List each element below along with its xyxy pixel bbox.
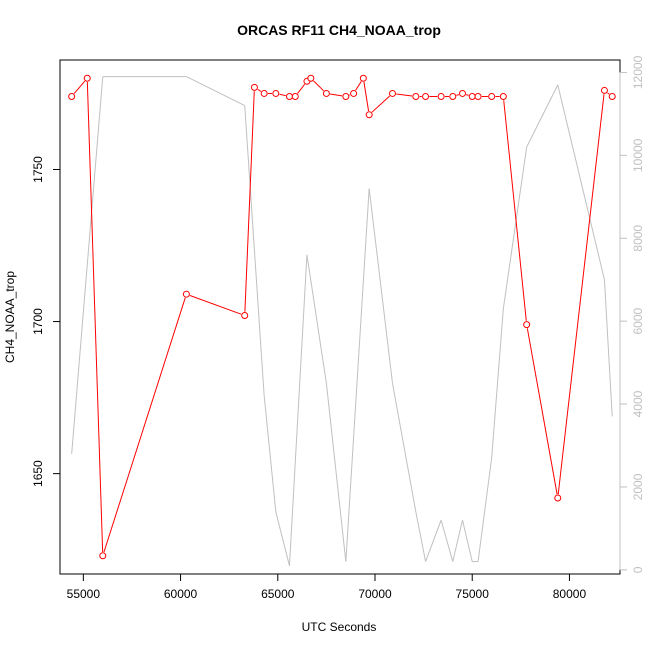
ch4-series-line-segment	[189, 295, 242, 315]
ch4-series-line-segment	[73, 80, 86, 94]
x-axis-label: UTC Seconds	[302, 620, 377, 634]
y2-tick-label: 10000	[631, 138, 645, 172]
ch4-data-point	[250, 83, 258, 91]
ch4-data-point	[322, 89, 330, 97]
ch4-data-point	[474, 92, 482, 100]
ch4-data-point	[83, 74, 91, 82]
y-tick-label: 1750	[31, 156, 45, 183]
ch4-series-line-segment	[313, 80, 325, 92]
axes: 55000 60000 65000 70000 75000 800001650170017…	[31, 55, 645, 601]
x-tick-label: 80000	[553, 587, 587, 601]
y2-tick-label: 4000	[631, 390, 645, 417]
altitude-series-line-segment	[603, 279, 613, 417]
altitude-series-line-segment	[477, 457, 493, 562]
x-tick-label: 60000	[164, 587, 198, 601]
ch4-series-line-segment	[371, 95, 391, 113]
ch4-data-point	[459, 89, 466, 97]
altitude-series-line-segment	[425, 519, 442, 562]
ch4-data-point	[449, 92, 457, 100]
ch4-data-point	[412, 92, 420, 100]
ch4-data-point	[182, 290, 190, 298]
altitude-series-line-segment	[440, 519, 454, 562]
altitude-series-line-segment	[368, 188, 393, 384]
ch4-series-line-segment	[257, 88, 262, 92]
chart-title: ORCAS RF11 CH4_NOAA_trop	[237, 22, 441, 38]
ch4-series-line-segment	[279, 93, 286, 97]
ch4-series-line-segment	[103, 297, 186, 553]
plot-area	[68, 74, 616, 566]
ch4-data-point	[422, 92, 430, 100]
ch4-series-line-segment	[396, 93, 413, 97]
altitude-series-line-segment	[526, 84, 559, 148]
ch4-series-line-segment	[456, 94, 460, 96]
ch4-data-point	[499, 92, 507, 100]
plot-frame	[59, 59, 621, 575]
altitude-series-line-segment	[306, 254, 327, 384]
x-tick-label: 75000	[456, 587, 490, 601]
ch4-data-point	[291, 92, 299, 100]
altitude-series-line-segment	[557, 84, 605, 280]
ch4-data-point	[260, 89, 268, 97]
altitude-series-line-segment	[502, 146, 528, 309]
altitude-series-line-segment	[325, 383, 347, 562]
ch4-data-point	[365, 111, 373, 119]
y2-tick-label: 12000	[631, 55, 645, 89]
ch4-data-point	[523, 321, 531, 329]
y2-tick-label: 6000	[631, 307, 645, 334]
altitude-series-line-segment	[263, 395, 277, 512]
ch4-data-point	[554, 494, 562, 502]
ch4-data-point	[68, 92, 76, 100]
ch4-series-line-segment	[297, 84, 306, 94]
ch4-data-point	[99, 552, 107, 560]
ch4-series-line-segment	[607, 92, 610, 95]
ch4-data-point	[272, 89, 280, 97]
ch4-series-line-segment	[503, 100, 527, 321]
y2-tick-label: 8000	[631, 225, 645, 252]
ch4-data-point	[350, 89, 358, 97]
altitude-series-line-segment	[491, 308, 504, 458]
ch4-data-point	[389, 89, 396, 97]
x-tick-label: 65000	[261, 587, 295, 601]
altitude-series-line-segment	[415, 511, 427, 562]
altitude-series-line-segment	[186, 76, 245, 107]
ch4-data-point	[342, 92, 350, 100]
ch4-series-line-segment	[244, 91, 255, 312]
x-tick-label: 55000	[67, 587, 101, 601]
altitude-series-line-segment	[345, 188, 370, 562]
ch4-series-line-segment	[363, 81, 370, 112]
y-axis-label: CH4_NOAA_trop	[3, 271, 17, 363]
ch4-data-point	[600, 86, 608, 94]
ch4-series-line-segment	[86, 82, 104, 552]
altitude-series-line-segment	[244, 105, 265, 396]
ch4-series-line-segment	[526, 328, 558, 495]
ch4-data-point	[241, 311, 249, 319]
ch4-data-point	[608, 92, 616, 100]
ch4-series-line-segment	[557, 94, 605, 495]
ch4-data-point	[307, 74, 315, 82]
ch4-series-line-segment	[465, 94, 469, 96]
y2-tick-label: 2000	[631, 473, 645, 500]
ch4-series-line-segment	[355, 81, 362, 91]
x-tick-label: 70000	[358, 587, 392, 601]
ch4-data-point	[468, 92, 476, 100]
ch4-data-point	[359, 74, 367, 82]
altitude-series-line-segment	[392, 383, 417, 512]
ch4-series-line-segment	[330, 93, 343, 97]
altitude-series-line-segment	[275, 511, 290, 566]
ch4-data-point	[285, 92, 293, 100]
altitude-series-line-segment	[288, 254, 308, 566]
ch4-data-point	[437, 92, 445, 100]
y2-tick-label: 0	[631, 566, 645, 573]
altitude-series-line-segment	[452, 519, 463, 562]
ch4-data-point	[488, 92, 496, 100]
altitude-series-line-segment	[71, 76, 104, 454]
y-tick-label: 1650	[31, 460, 45, 487]
altitude-series-line-segment	[462, 519, 473, 562]
y-tick-label: 1700	[31, 308, 45, 335]
